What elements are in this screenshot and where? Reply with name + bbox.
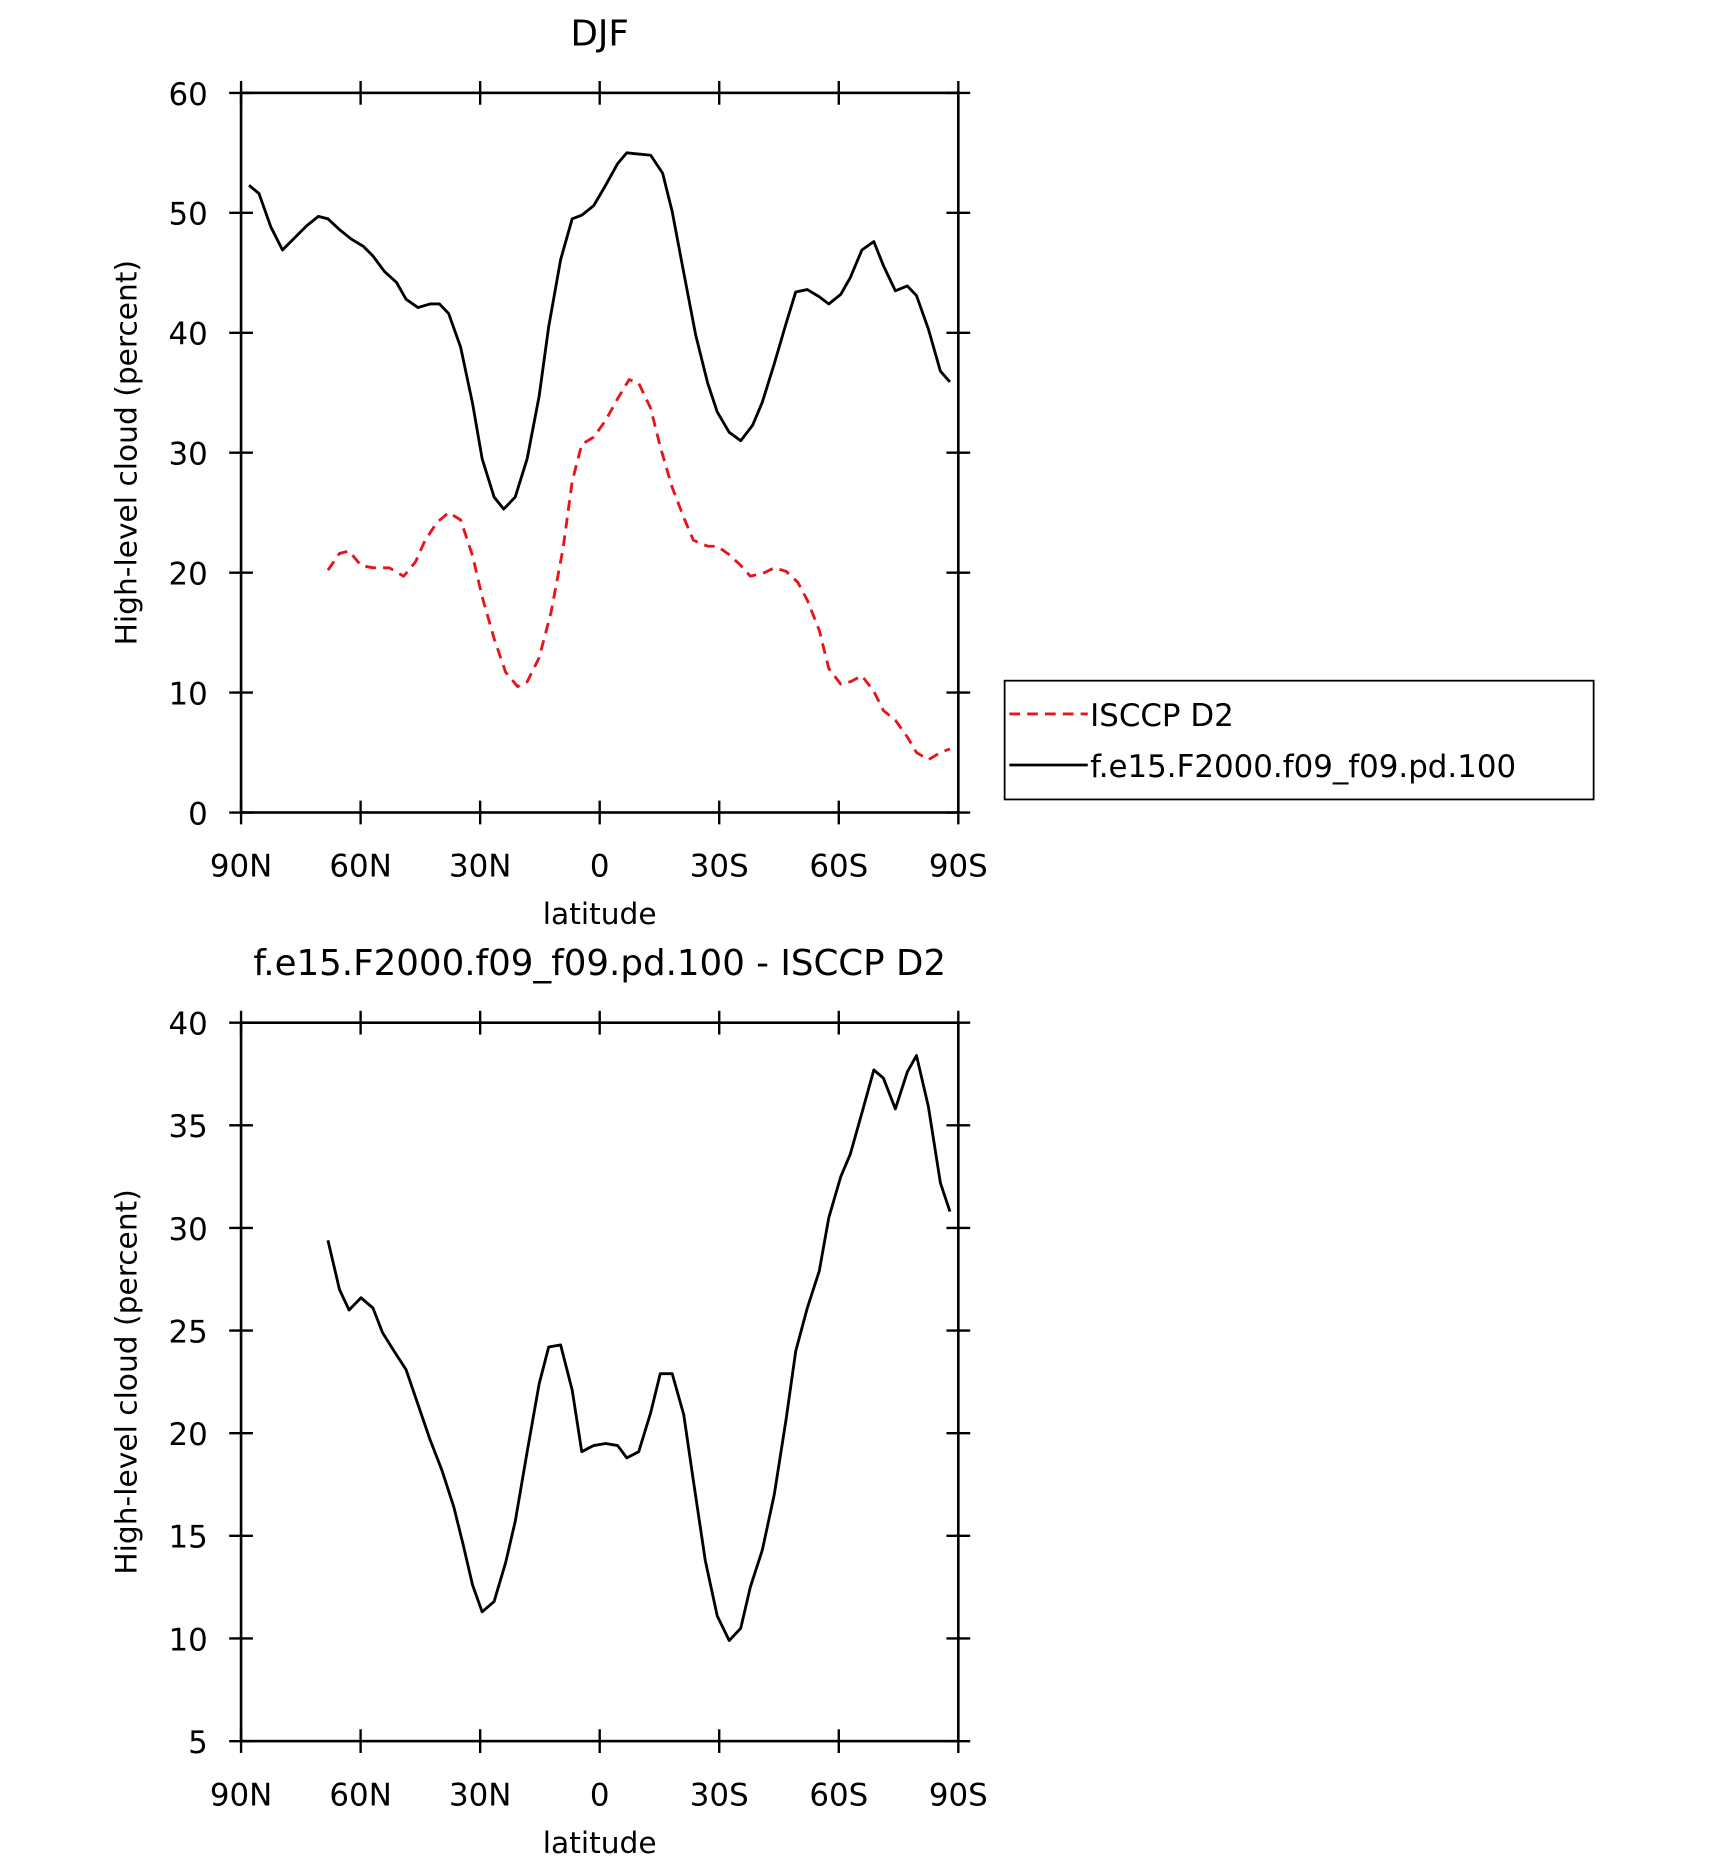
x-tick-label: 60N bbox=[329, 849, 391, 885]
x-tick-label: 0 bbox=[590, 849, 610, 885]
x-tick-label: 90N bbox=[210, 849, 272, 885]
series-line bbox=[326, 1054, 952, 1642]
x-tick-label: 30N bbox=[449, 1777, 511, 1813]
x-tick-label: 0 bbox=[590, 1777, 610, 1813]
y-tick-label: 20 bbox=[169, 557, 208, 593]
chart-title: DJF bbox=[570, 13, 628, 54]
y-axis-label: High-level cloud (percent) bbox=[109, 260, 144, 645]
x-tick-label: 30N bbox=[449, 849, 511, 885]
y-tick-label: 35 bbox=[169, 1109, 208, 1145]
x-tick-label: 60S bbox=[809, 849, 868, 885]
x-tick-label: 60S bbox=[809, 1777, 868, 1813]
y-tick-label: 0 bbox=[188, 796, 208, 832]
y-tick-label: 15 bbox=[169, 1520, 208, 1556]
x-tick-label: 30S bbox=[690, 1777, 749, 1813]
y-tick-label: 40 bbox=[169, 1007, 208, 1043]
legend-label: ISCCP D2 bbox=[1090, 698, 1234, 734]
y-tick-label: 20 bbox=[169, 1417, 208, 1453]
y-tick-label: 50 bbox=[169, 197, 208, 233]
x-axis-label: latitude bbox=[543, 896, 657, 931]
x-tick-label: 60N bbox=[329, 1777, 391, 1813]
chart-title: f.e15.F2000.f09_f09.pd.100 - ISCCP D2 bbox=[253, 943, 946, 984]
x-tick-label: 30S bbox=[690, 849, 749, 885]
y-tick-label: 10 bbox=[169, 676, 208, 712]
series-line bbox=[326, 378, 951, 762]
legend-box bbox=[1003, 679, 1595, 801]
y-tick-label: 30 bbox=[169, 1212, 208, 1248]
plot-frame bbox=[239, 91, 960, 814]
y-tick-label: 10 bbox=[169, 1622, 208, 1658]
series-line bbox=[248, 151, 952, 511]
legend-label: f.e15.F2000.f09_f09.pd.100 bbox=[1090, 749, 1516, 785]
x-axis-label: latitude bbox=[543, 1825, 657, 1860]
y-tick-label: 30 bbox=[169, 437, 208, 473]
y-axis-label: High-level cloud (percent) bbox=[109, 1189, 144, 1574]
x-tick-label: 90S bbox=[929, 849, 988, 885]
y-tick-label: 25 bbox=[169, 1314, 208, 1350]
y-tick-label: 40 bbox=[169, 317, 208, 353]
y-tick-label: 60 bbox=[169, 77, 208, 113]
plot-frame bbox=[239, 1021, 960, 1743]
x-tick-label: 90S bbox=[929, 1777, 988, 1813]
x-tick-label: 90N bbox=[210, 1777, 272, 1813]
y-tick-label: 5 bbox=[188, 1725, 208, 1761]
